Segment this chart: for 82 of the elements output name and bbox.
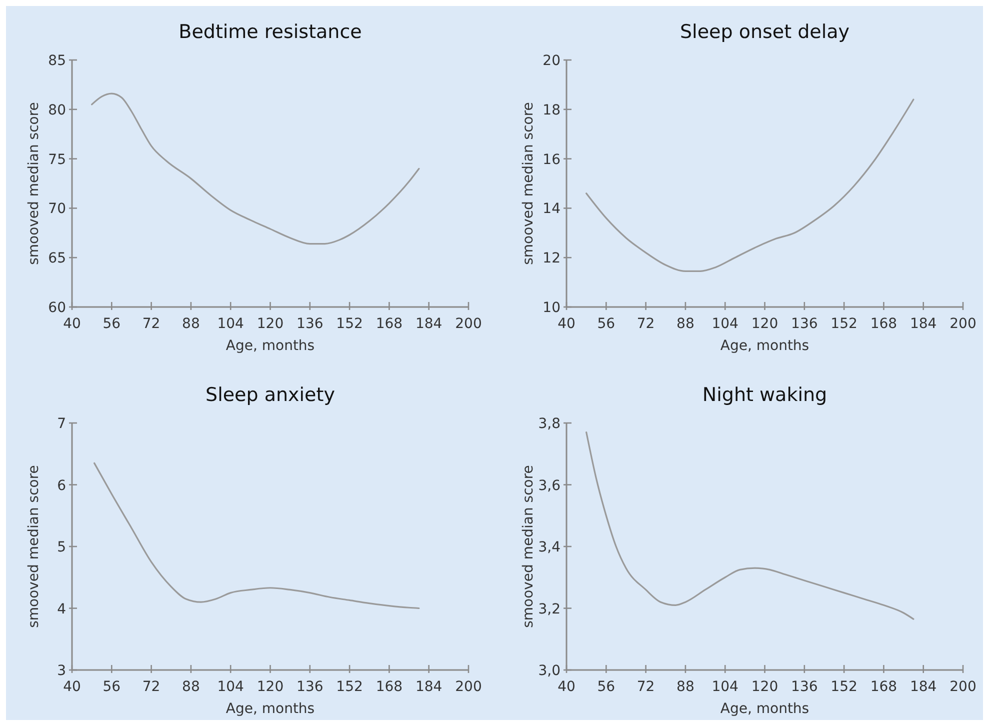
x-tick-label: 136 (791, 679, 818, 695)
line-series (586, 98, 914, 272)
y-tick-label: 60 (48, 300, 66, 316)
x-tick-label: 56 (597, 316, 616, 332)
x-tick-label: 168 (376, 679, 403, 695)
chart-title: Sleep anxiety (206, 384, 335, 406)
x-tick-label: 184 (415, 316, 442, 332)
x-tick-label: 40 (558, 679, 576, 695)
x-tick-label: 168 (870, 679, 898, 695)
x-tick-label: 72 (142, 679, 160, 695)
line-series (586, 431, 914, 620)
x-tick-label: 72 (636, 316, 655, 332)
x-tick-label: 104 (217, 679, 244, 695)
y-tick-label: 3,4 (538, 540, 561, 556)
y-tick-label: 10 (542, 300, 560, 316)
y-axis-title: smooved median score (520, 102, 536, 265)
y-tick-label: 3,8 (538, 416, 560, 432)
y-tick-label: 3,0 (538, 663, 560, 679)
x-tick-label: 104 (712, 679, 739, 695)
line-series (91, 92, 420, 245)
x-tick-label: 200 (950, 679, 976, 695)
x-tick-label: 40 (63, 316, 81, 332)
y-tick-label: 85 (48, 53, 66, 69)
x-tick-label: 72 (142, 316, 160, 332)
y-tick-label: 16 (542, 152, 561, 168)
x-tick-label: 152 (830, 316, 858, 332)
x-axis-title: Age, months (720, 701, 810, 717)
y-tick-label: 14 (542, 201, 561, 218)
y-tick-label: 3 (57, 663, 66, 679)
y-tick-label: 65 (48, 250, 66, 267)
y-tick-label: 5 (57, 540, 66, 556)
x-tick-label: 120 (751, 679, 778, 695)
x-tick-label: 120 (256, 316, 284, 332)
x-tick-label: 184 (910, 679, 937, 695)
x-tick-label: 120 (751, 316, 778, 332)
x-tick-label: 136 (296, 679, 324, 695)
chart-title: Bedtime resistance (178, 21, 362, 43)
y-tick-label: 18 (542, 102, 560, 118)
x-tick-label: 136 (791, 316, 818, 332)
x-tick-label: 152 (336, 316, 363, 332)
x-tick-label: 88 (182, 679, 200, 695)
y-tick-label: 3,2 (538, 601, 560, 618)
x-tick-label: 200 (455, 316, 482, 332)
x-tick-label: 152 (336, 679, 363, 695)
x-tick-label: 120 (256, 679, 284, 695)
y-tick-label: 75 (48, 152, 66, 168)
y-tick-label: 20 (542, 53, 560, 69)
chart-title: Night waking (702, 384, 828, 406)
x-tick-label: 152 (830, 679, 858, 695)
x-tick-label: 200 (455, 679, 482, 695)
x-tick-label: 88 (182, 316, 200, 332)
y-axis-title: smooved median score (520, 465, 536, 628)
x-tick-label: 168 (376, 316, 403, 332)
y-tick-label: 70 (48, 201, 66, 218)
x-tick-label: 40 (558, 316, 576, 332)
y-tick-label: 4 (57, 601, 66, 618)
x-tick-label: 40 (63, 679, 81, 695)
y-tick-label: 3,6 (538, 478, 561, 494)
y-tick-label: 80 (48, 102, 66, 118)
y-tick-label: 12 (542, 250, 560, 267)
x-tick-label: 200 (950, 316, 976, 332)
y-tick-label: 6 (57, 478, 66, 494)
x-axis-title: Age, months (226, 338, 315, 354)
x-axis-title: Age, months (720, 338, 810, 354)
x-tick-label: 104 (712, 316, 739, 332)
x-tick-label: 184 (415, 679, 442, 695)
x-axis-title: Age, months (226, 701, 315, 717)
x-tick-label: 104 (217, 316, 244, 332)
x-tick-label: 184 (910, 316, 937, 332)
x-tick-label: 88 (676, 679, 694, 695)
y-axis-title: smooved median score (26, 465, 42, 628)
x-tick-label: 136 (296, 316, 324, 332)
chart-title: Sleep onset delay (680, 21, 850, 43)
x-tick-label: 56 (102, 679, 121, 695)
x-tick-label: 168 (870, 316, 898, 332)
line-series (94, 462, 420, 610)
x-tick-label: 88 (676, 316, 694, 332)
x-tick-label: 56 (597, 679, 616, 695)
x-tick-label: 72 (636, 679, 655, 695)
x-tick-label: 56 (102, 316, 121, 332)
y-tick-label: 7 (57, 416, 66, 432)
y-axis-title: smooved median score (26, 102, 42, 265)
